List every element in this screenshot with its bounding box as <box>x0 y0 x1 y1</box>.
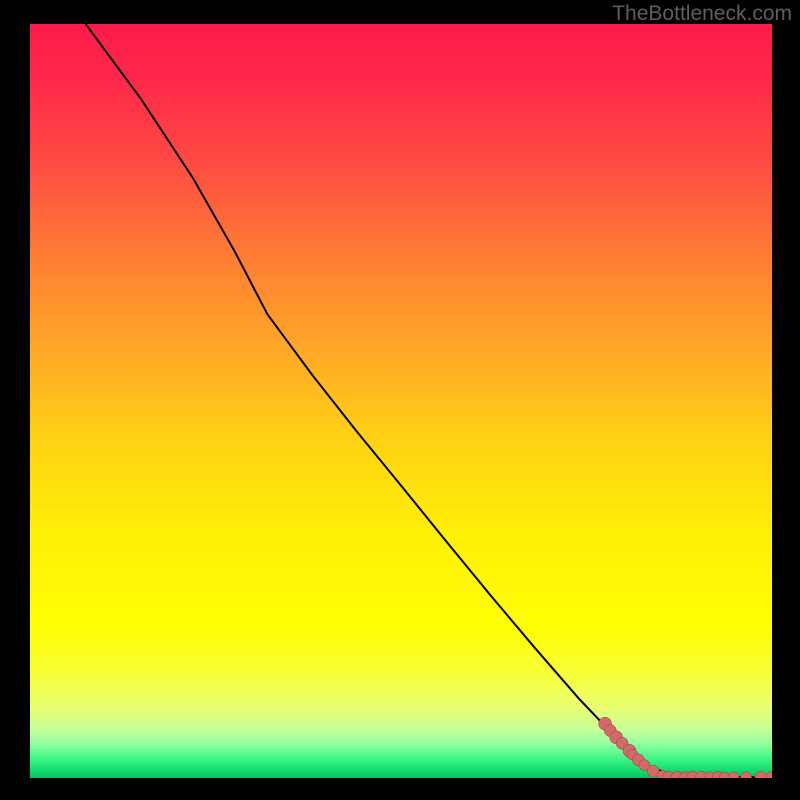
watermark-text: TheBottleneck.com <box>612 2 792 26</box>
plot-background <box>30 24 772 778</box>
chart-svg <box>0 0 800 800</box>
chart-root: TheBottleneck.com <box>0 0 800 800</box>
